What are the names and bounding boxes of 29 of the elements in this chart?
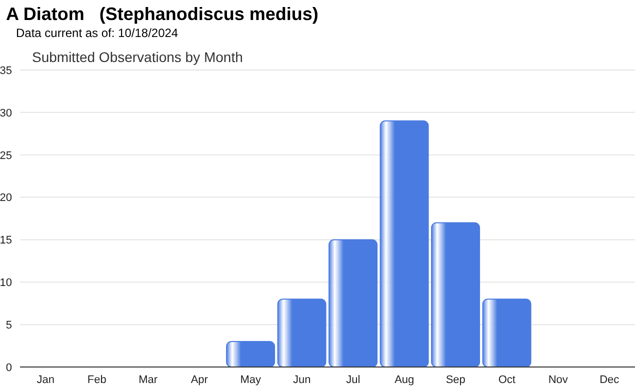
x-tick-label: Dec	[600, 374, 620, 386]
x-tick-label: Sep	[446, 374, 466, 386]
bar	[380, 120, 429, 367]
chart-subtitle: Data current as of: 10/18/2024	[16, 26, 178, 40]
y-tick-label: 20	[0, 192, 12, 204]
bar	[328, 239, 378, 367]
x-tick-label: Aug	[394, 374, 414, 386]
x-tick-label: Jul	[346, 374, 360, 386]
x-tick-label: Apr	[190, 374, 208, 386]
x-tick-label: Mar	[138, 374, 158, 386]
y-tick-label: 0	[6, 362, 12, 374]
chart-title: A Diatom (Stephanodiscus medius)	[6, 4, 318, 25]
bar	[431, 222, 480, 367]
y-tick-label: 30	[0, 107, 12, 120]
y-tick-label: 5	[6, 319, 12, 332]
bar	[482, 298, 532, 367]
x-tick-label: Feb	[87, 374, 106, 386]
x-tick-label: Jan	[36, 374, 54, 386]
y-tick-label: 10	[0, 277, 12, 290]
bar	[277, 298, 326, 367]
bar	[226, 341, 276, 367]
x-tick-label: Oct	[498, 374, 516, 386]
y-tick-label: 25	[0, 150, 12, 162]
x-tick-label: May	[240, 374, 262, 386]
x-tick-label: Nov	[548, 374, 568, 386]
text: Submitted Observations by Month	[32, 49, 243, 65]
x-tick-label: Jun	[293, 374, 311, 386]
y-tick-label: 15	[0, 234, 12, 247]
y-tick-label: 35	[0, 64, 12, 77]
